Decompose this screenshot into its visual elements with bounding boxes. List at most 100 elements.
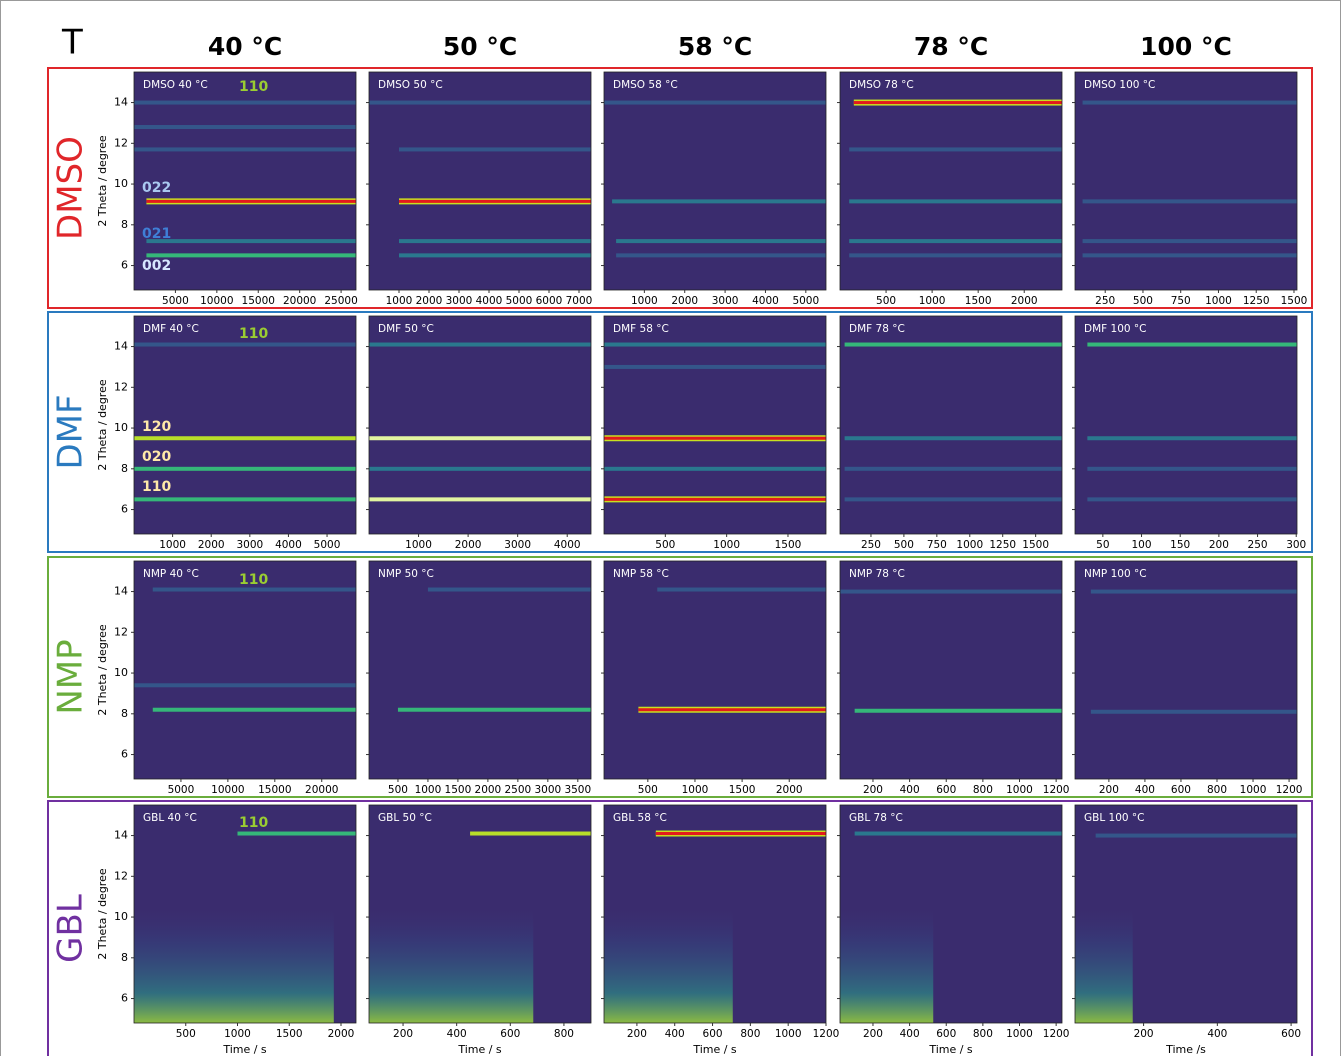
streak	[134, 467, 356, 471]
streak	[369, 101, 591, 105]
y-tick-label: 10	[114, 666, 128, 679]
x-tick-label: 15000	[258, 784, 291, 796]
streak	[399, 239, 591, 243]
x-tick-label: 1200	[813, 1028, 840, 1040]
streak	[146, 200, 356, 203]
x-tick-label: 3500	[564, 784, 591, 796]
x-tick-label: 3000	[534, 784, 561, 796]
x-tick-label: 5000	[506, 295, 533, 307]
streak	[399, 200, 591, 203]
x-tick-label: 500	[638, 784, 658, 796]
peak-label: 020	[142, 449, 171, 465]
x-axis-label: Time / s	[457, 1043, 502, 1056]
x-tick-label: 750	[1171, 295, 1191, 307]
streak	[616, 253, 826, 257]
streak	[146, 253, 356, 257]
x-tick-label: 5000	[314, 539, 341, 551]
x-tick-label: 400	[1207, 1028, 1227, 1040]
x-axis-label: Time /s	[1165, 1043, 1206, 1056]
x-tick-label: 500	[388, 784, 408, 796]
x-tick-label: 5000	[162, 295, 189, 307]
x-tick-label: 5000	[168, 784, 195, 796]
x-tick-label: 500	[655, 539, 675, 551]
streak	[855, 832, 1062, 836]
column-header: 50 °C	[443, 32, 517, 61]
streak	[1087, 436, 1297, 440]
y-tick-label: 8	[121, 707, 128, 720]
x-tick-label: 2000	[328, 1028, 355, 1040]
y-tick-label: 12	[114, 869, 128, 882]
panel-label: NMP 40 °C	[143, 568, 199, 580]
heatmap-background	[1075, 561, 1297, 779]
x-tick-label: 250	[1095, 295, 1115, 307]
panel-label: NMP 50 °C	[378, 568, 434, 580]
figure-title: T	[61, 23, 83, 63]
streak	[1096, 834, 1297, 838]
x-tick-label: 3000	[712, 295, 739, 307]
x-tick-label: 50	[1096, 539, 1109, 551]
y-tick-label: 14	[114, 340, 128, 353]
panel-label: DMF 50 °C	[378, 323, 434, 335]
x-tick-label: 1000	[415, 784, 442, 796]
peak-label: 002	[142, 258, 171, 274]
x-tick-label: 5000	[792, 295, 819, 307]
streak	[153, 708, 356, 712]
x-tick-label: 2000	[1011, 295, 1038, 307]
heatmap-glow	[604, 903, 733, 1023]
streak	[1087, 497, 1297, 501]
x-tick-label: 4000	[275, 539, 302, 551]
streak	[134, 343, 356, 347]
streak	[369, 467, 591, 471]
x-tick-label: 1250	[1243, 295, 1270, 307]
panel-label: GBL 78 °C	[849, 812, 903, 824]
panel-label: DMF 78 °C	[849, 323, 905, 335]
x-tick-label: 1200	[1043, 784, 1070, 796]
peak-label: 120	[142, 419, 171, 435]
x-tick-label: 500	[876, 295, 896, 307]
x-tick-label: 400	[900, 784, 920, 796]
x-tick-label: 600	[1171, 784, 1191, 796]
streak	[134, 147, 356, 151]
y-axis-label: 2 Theta / degree	[96, 135, 109, 226]
streak	[657, 588, 826, 592]
streak	[1083, 199, 1297, 203]
panel-label: GBL 58 °C	[613, 812, 667, 824]
peak-label: 110	[239, 572, 268, 588]
figure: T 40 °C50 °C58 °C78 °C100 °CDMSO2 Theta …	[0, 0, 1341, 1056]
peak-label: 022	[142, 180, 171, 196]
x-tick-label: 400	[447, 1028, 467, 1040]
streak	[638, 708, 826, 711]
heatmap-background	[369, 561, 591, 779]
x-tick-label: 1000	[405, 539, 432, 551]
x-tick-label: 800	[740, 1028, 760, 1040]
panel-label: GBL 40 °C	[143, 812, 197, 824]
x-tick-label: 400	[665, 1028, 685, 1040]
x-tick-label: 10000	[211, 784, 244, 796]
streak	[604, 101, 826, 105]
streak	[134, 683, 356, 687]
x-tick-label: 1000	[1240, 784, 1267, 796]
x-tick-label: 4000	[554, 539, 581, 551]
x-tick-label: 600	[936, 1028, 956, 1040]
streak	[1091, 710, 1297, 714]
y-tick-label: 8	[121, 951, 128, 964]
streak	[134, 125, 356, 129]
x-tick-label: 2000	[475, 784, 502, 796]
heatmap-background	[840, 561, 1062, 779]
streak	[845, 467, 1062, 471]
x-tick-label: 300	[1286, 539, 1306, 551]
streak	[369, 343, 591, 347]
x-tick-label: 6000	[536, 295, 563, 307]
row-label: GBL	[51, 894, 91, 963]
x-tick-label: 1000	[775, 1028, 802, 1040]
heatmap-background	[134, 561, 356, 779]
streak	[1083, 253, 1297, 257]
x-tick-label: 1000	[1205, 295, 1232, 307]
streak	[399, 147, 591, 151]
x-tick-label: 4000	[476, 295, 503, 307]
x-axis-label: Time / s	[222, 1043, 267, 1056]
x-tick-label: 25000	[324, 295, 357, 307]
y-axis-label: 2 Theta / degree	[96, 624, 109, 715]
streak	[845, 436, 1062, 440]
streak	[855, 709, 1062, 713]
